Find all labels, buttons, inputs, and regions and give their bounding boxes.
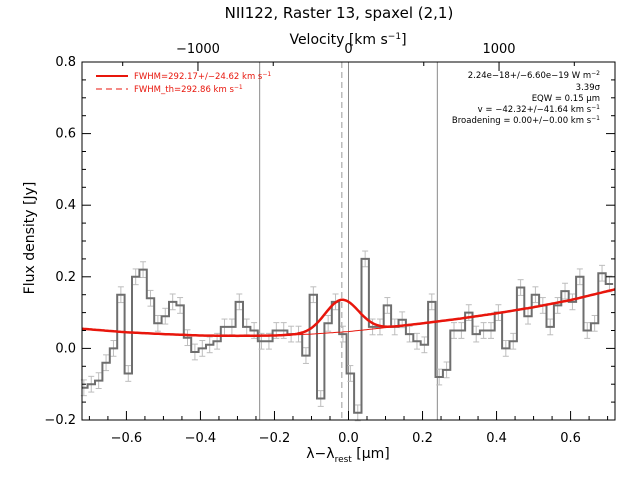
x-tick-label: 0.0 [338,431,359,446]
plot-area: −0.6 −0.4 −0.2 0.0 0.2 0.4 0.6 −0.2 0.0 0.2 0.4 0.6… [44,55,616,446]
x-tick-label: −0.6 [111,431,143,446]
y-tick-label: 0.6 [55,127,76,142]
annotation-flux: 2.24e−18+/−6.60e−19 W m−2 [468,70,600,81]
top-tick-label: 1000 [482,42,515,57]
x-tick-label: 0.4 [486,431,507,446]
annotation-sigma: 3.39σ [576,83,601,93]
legend-fwhm-label: FWHM=292.17+/−24.62 km s−1 [134,71,271,82]
annotation-broadening: Broadening = 0.00+/−0.00 km s−1 [452,115,600,126]
annotation-velocity: v = −42.32+/−41.64 km s−1 [478,104,601,115]
annotation-eqw: EQW = 0.15 μm [532,94,600,104]
y-axis-label: Flux density [Jy] [22,182,38,295]
x-tick-label: −0.2 [259,431,291,446]
y-tick-label: 0.8 [55,55,76,70]
top-velocity-axis: −1000 0 1000 [122,42,575,71]
fit-annotations: 2.24e−18+/−6.60e−19 W m−2 3.39σ EQW = 0.… [452,70,601,126]
y-tick-label: 0.0 [55,341,76,356]
top-axis-label: Velocity [km s−1] [289,32,406,48]
x-tick-label: 0.6 [560,431,581,446]
top-tick-label: −1000 [176,42,220,57]
legend-fwhm-th-label: FWHM_th=292.86 km s−1 [134,84,243,95]
gaussian-fit-line [81,288,616,338]
chart-title: NII122, Raster 13, spaxel (2,1) [225,4,454,22]
spectrum-step-line [82,257,614,414]
x-tick-label: −0.4 [185,431,217,446]
y-tick-label: 0.2 [55,270,76,285]
x-axis-label: λ−λrest [μm] [306,446,390,465]
legend: FWHM=292.17+/−24.62 km s−1 FWHM_th=292.8… [96,71,271,95]
x-tick-label: 0.2 [412,431,433,446]
y-tick-label: −0.2 [44,413,76,428]
y-tick-label: 0.4 [55,198,76,213]
top-tick-label: 0 [344,42,352,57]
